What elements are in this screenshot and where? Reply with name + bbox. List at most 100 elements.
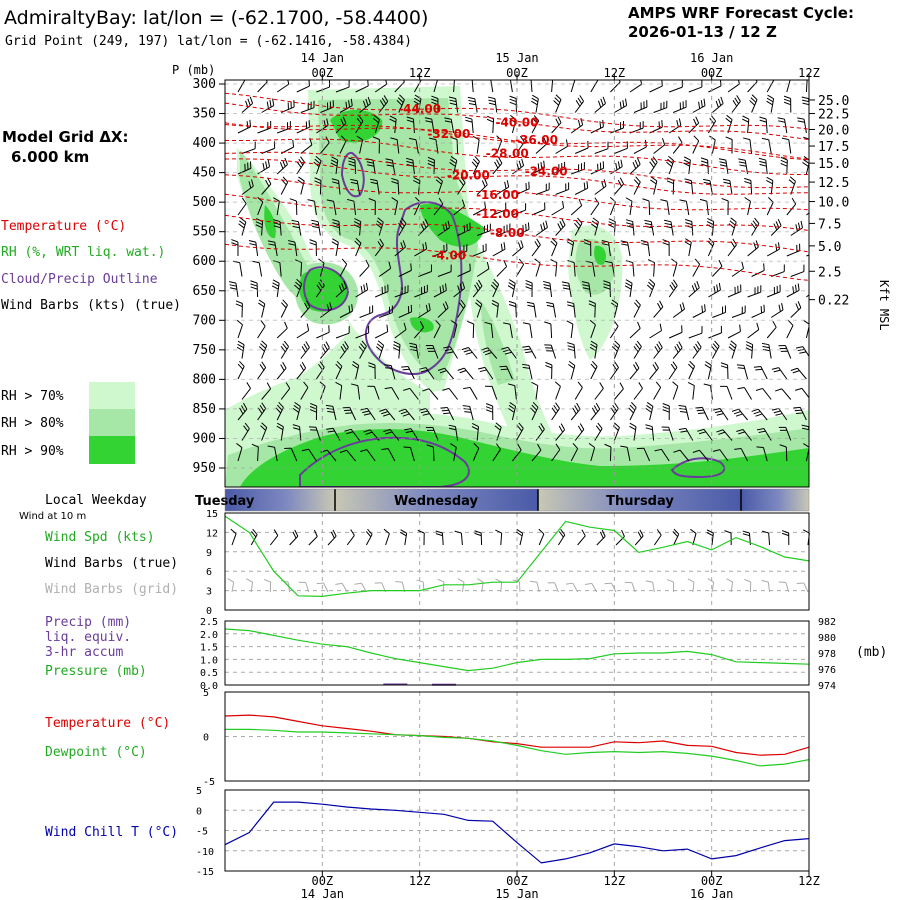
surface-barb-true xyxy=(308,529,318,546)
xs-wind-barb xyxy=(406,116,415,134)
xs-wind-barb xyxy=(398,263,412,277)
wind-ytick: 9 xyxy=(206,548,212,559)
xs-wind-barb xyxy=(332,219,341,236)
surface-barb-grid xyxy=(335,582,348,593)
height-tick-label: 20.0 xyxy=(818,123,849,138)
xs-wind-barb xyxy=(590,80,599,93)
xs-wind-barb xyxy=(766,94,775,113)
surface-barb-true xyxy=(516,529,524,546)
xs-wind-barb xyxy=(248,240,259,257)
xs-wind-barb xyxy=(384,386,400,400)
xs-wind-barb xyxy=(335,326,350,339)
xs-wind-barb xyxy=(476,261,490,277)
xs-wind-barb xyxy=(433,80,438,93)
xs-wind-barb xyxy=(731,305,746,318)
xs-wind-barb xyxy=(531,115,540,134)
xs-wind-barb xyxy=(672,302,685,318)
xs-wind-barb xyxy=(720,385,733,400)
xs-wind-barb xyxy=(566,301,576,318)
surface-barb-grid xyxy=(416,579,425,593)
xs-wind-barb xyxy=(737,387,753,400)
xs-wind-barb xyxy=(629,80,643,93)
xs-wind-barb xyxy=(389,115,397,134)
surface-barb-true xyxy=(672,528,680,546)
xs-wind-barb xyxy=(509,95,517,113)
xs-wind-barb xyxy=(692,341,702,359)
xs-wind-barb xyxy=(601,240,611,257)
surface-barb-true xyxy=(781,530,790,546)
xs-wind-barb xyxy=(574,381,583,400)
xs-wind-barb xyxy=(745,341,754,359)
xs-wind-barb xyxy=(728,340,737,359)
xs-wind-barb xyxy=(620,240,631,257)
xs-wind-barb xyxy=(273,197,280,216)
pressure-ytick: 982 xyxy=(818,617,836,628)
xs-wind-barb xyxy=(396,94,405,113)
xs-wind-barb xyxy=(806,294,809,298)
xs-wind-barb xyxy=(688,326,703,339)
xs-wind-barb xyxy=(666,155,675,175)
xs-wind-barb xyxy=(535,182,550,195)
xs-wind-barb xyxy=(484,321,494,339)
xs-wind-barb xyxy=(252,260,263,277)
xs-wind-barb xyxy=(636,447,651,462)
weekday-thursday: Thursday xyxy=(606,494,674,509)
xs-wind-barb xyxy=(525,279,533,298)
xs-wind-barb xyxy=(374,238,384,257)
xs-wind-barb xyxy=(398,304,413,318)
xs-wind-barb xyxy=(590,161,605,175)
xs-wind-barb xyxy=(738,158,749,175)
xs-wind-barb xyxy=(231,239,239,257)
xs-wind-barb xyxy=(633,299,641,318)
pressure-ytick: 978 xyxy=(818,649,836,660)
surface-barb-grid xyxy=(512,579,521,593)
xs-wind-barb xyxy=(374,80,388,93)
xs-wind-barb xyxy=(629,361,640,380)
xs-wind-barb xyxy=(296,156,305,175)
xs-wind-barb xyxy=(311,219,321,236)
xs-wind-barb xyxy=(300,381,309,400)
precip-label: Precip (mm) xyxy=(45,615,131,630)
surface-barb-grid xyxy=(529,580,540,593)
height-tick-label: 12.5 xyxy=(818,176,849,191)
xs-wind-barb xyxy=(241,141,256,154)
xs-wind-barb xyxy=(788,176,796,195)
height-tick-label: 10.0 xyxy=(818,196,849,211)
xs-wind-barb xyxy=(350,383,361,400)
height-axis-label: Kft MSL xyxy=(877,280,891,331)
xs-wind-barb xyxy=(684,238,692,257)
height-tick-label: 5.0 xyxy=(818,240,841,255)
legend-wind: Wind Barbs (kts) (true) xyxy=(1,298,181,313)
xs-wind-barb xyxy=(673,100,687,113)
xs-wind-barb xyxy=(314,177,322,195)
xs-wind-barb xyxy=(625,219,635,236)
xs-wind-barb xyxy=(712,96,724,113)
xs-wind-barb xyxy=(457,299,466,318)
xs-wind-barb xyxy=(728,217,737,236)
xs-wind-barb xyxy=(289,198,298,216)
xs-wind-barb xyxy=(431,95,439,113)
hour-label: 12Z xyxy=(798,66,820,80)
xs-wind-barb xyxy=(731,261,744,277)
xs-wind-barb xyxy=(725,114,733,134)
xs-wind-barb xyxy=(401,365,415,380)
wc-ytick: -15 xyxy=(196,867,214,878)
xs-wind-barb xyxy=(453,244,468,257)
xs-wind-barb xyxy=(300,100,315,113)
weekday-band: Local Weekday Tuesday Wednesday Thursday xyxy=(45,488,810,512)
xs-wind-barb xyxy=(308,426,321,441)
xs-wind-barb xyxy=(712,259,723,277)
pressure-ticks: 300 350 400 450 500 550 600 650 700 750 800 850 900 9… xyxy=(193,77,225,476)
xs-wind-barb xyxy=(384,364,396,380)
xs-wind-barb xyxy=(353,218,362,236)
surface-barb-grid xyxy=(457,578,465,593)
xs-wind-barb xyxy=(492,443,501,462)
xs-wind-barb xyxy=(742,115,750,134)
xs-wind-barb xyxy=(261,382,272,400)
surface-wind-barbs-grid xyxy=(227,578,809,593)
height-tick-label: 17.5 xyxy=(818,140,849,155)
xs-wind-barb xyxy=(678,404,690,421)
xs-wind-barb xyxy=(766,320,777,339)
rh70-label: RH > 70% xyxy=(1,389,64,404)
xs-wind-barb xyxy=(786,243,801,257)
